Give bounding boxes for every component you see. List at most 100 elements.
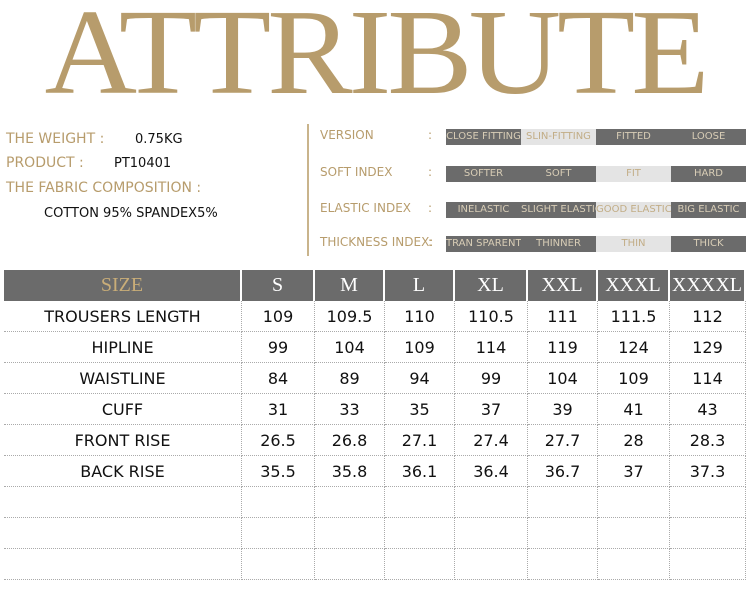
attribute-option: HARD [671, 166, 746, 182]
empty-cell [315, 518, 385, 549]
separator [307, 124, 309, 256]
table-header-cell: S [242, 270, 315, 301]
table-header-cell: XL [455, 270, 528, 301]
table-cell: 27.4 [455, 425, 528, 456]
row-label: WAISTLINE [4, 363, 242, 394]
empty-cell [385, 487, 455, 518]
attribute-option: SOFT [521, 166, 596, 182]
table-cell: 37.3 [670, 456, 746, 487]
table-header-cell: L [385, 270, 455, 301]
row-label: FRONT RISE [4, 425, 242, 456]
empty-cell [598, 549, 670, 580]
table-cell: 109 [385, 332, 455, 363]
empty-cell [670, 549, 746, 580]
attribute-option: THINNER [521, 236, 596, 252]
empty-cell [4, 518, 242, 549]
table-header-cell: M [315, 270, 385, 301]
attribute-option: BIG ELASTIC [671, 202, 746, 218]
table-cell: 27.1 [385, 425, 455, 456]
info-value: COTTON 95% SPANDEX5% [44, 206, 218, 221]
attribute-label: THICKNESS INDEX: [320, 235, 434, 249]
empty-cell [455, 518, 528, 549]
table-cell: 124 [598, 332, 670, 363]
empty-cell [598, 518, 670, 549]
table-cell: 94 [385, 363, 455, 394]
table-cell: 129 [670, 332, 746, 363]
empty-cell [242, 549, 315, 580]
empty-cell [385, 549, 455, 580]
table-cell: 104 [315, 332, 385, 363]
attribute-colon: : [428, 165, 433, 179]
attribute-colon: : [428, 235, 433, 249]
page-title: ATTRIBUTE [44, 0, 710, 120]
table-header-cell: SIZE [4, 270, 242, 301]
row-label: BACK RISE [4, 456, 242, 487]
table-cell: 37 [455, 394, 528, 425]
table-cell: 39 [528, 394, 598, 425]
table-cell: 119 [528, 332, 598, 363]
empty-cell [528, 549, 598, 580]
empty-cell [315, 487, 385, 518]
attribute-label: SOFT INDEX [320, 165, 393, 179]
empty-cell [528, 487, 598, 518]
table-cell: 84 [242, 363, 315, 394]
empty-cell [385, 518, 455, 549]
empty-cell [4, 549, 242, 580]
attribute-option: SLIGHT ELASTIC [521, 202, 596, 218]
attribute-option: INELASTIC [446, 202, 521, 218]
empty-cell [455, 487, 528, 518]
table-cell: 114 [670, 363, 746, 394]
attribute-colon: : [428, 128, 433, 142]
info-label: THE WEIGHT : [6, 131, 105, 147]
table-header-cell: XXXXL [670, 270, 746, 301]
info-label: THE FABRIC COMPOSITION : [6, 180, 202, 196]
table-cell: 41 [598, 394, 670, 425]
table-cell: 109 [242, 301, 315, 332]
empty-cell [315, 549, 385, 580]
empty-cell [455, 549, 528, 580]
table-cell: 109.5 [315, 301, 385, 332]
table-cell: 31 [242, 394, 315, 425]
table-cell: 33 [315, 394, 385, 425]
table-cell: 89 [315, 363, 385, 394]
empty-cell [242, 518, 315, 549]
attribute-option: CLOSE FITTING [446, 129, 521, 145]
row-label: CUFF [4, 394, 242, 425]
table-cell: 35.5 [242, 456, 315, 487]
table-cell: 104 [528, 363, 598, 394]
attribute-option: FIT [596, 166, 671, 182]
attribute-option: SOFTER [446, 166, 521, 182]
row-label: HIPLINE [4, 332, 242, 363]
table-cell: 28 [598, 425, 670, 456]
table-cell: 27.7 [528, 425, 598, 456]
table-cell: 99 [242, 332, 315, 363]
empty-cell [670, 487, 746, 518]
table-cell: 110.5 [455, 301, 528, 332]
empty-cell [528, 518, 598, 549]
table-cell: 112 [670, 301, 746, 332]
table-cell: 36.1 [385, 456, 455, 487]
info-label: PRODUCT : [6, 155, 84, 171]
table-cell: 36.4 [455, 456, 528, 487]
table-cell: 36.7 [528, 456, 598, 487]
attribute-option: SLIN-FITTING [521, 129, 596, 145]
table-cell: 114 [455, 332, 528, 363]
row-label: TROUSERS LENGTH [4, 301, 242, 332]
table-header-cell: XXL [528, 270, 598, 301]
empty-cell [670, 518, 746, 549]
table-cell: 35.8 [315, 456, 385, 487]
table-header-cell: XXXL [598, 270, 670, 301]
empty-cell [598, 487, 670, 518]
table-cell: 26.8 [315, 425, 385, 456]
table-cell: 43 [670, 394, 746, 425]
attribute-option: TRAN SPARENT [446, 236, 521, 252]
attribute-colon: : [428, 201, 433, 215]
attribute-label: VERSION [320, 128, 374, 142]
empty-cell [242, 487, 315, 518]
attribute-label: ELASTIC INDEX [320, 201, 411, 215]
table-cell: 110 [385, 301, 455, 332]
empty-cell [4, 487, 242, 518]
table-cell: 111.5 [598, 301, 670, 332]
attribute-option: FITTED [596, 129, 671, 145]
